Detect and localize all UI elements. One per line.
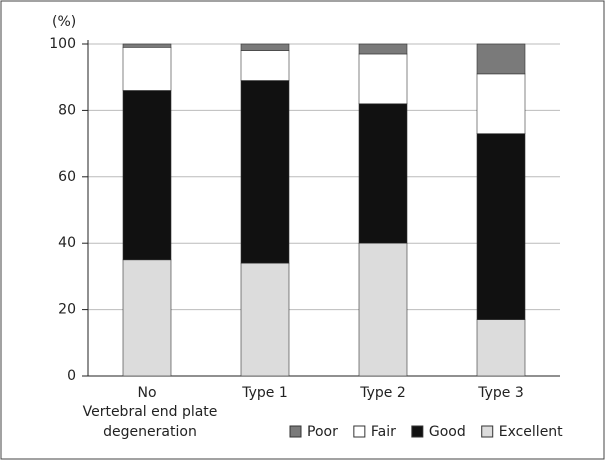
legend-swatch xyxy=(353,425,366,438)
bar-segment xyxy=(122,259,172,377)
y-tick-label: 20 xyxy=(58,302,76,318)
x-tick-label: Type 2 xyxy=(359,385,406,401)
bar-segment xyxy=(122,90,172,261)
legend-label: Good xyxy=(429,424,466,440)
x-tick-label: No xyxy=(137,385,156,401)
bar-segment xyxy=(476,319,526,377)
bar-segment xyxy=(476,73,526,134)
bar-segment xyxy=(122,47,172,91)
legend-swatch xyxy=(481,425,494,438)
y-tick-label: 40 xyxy=(58,235,76,251)
y-tick-label: 0 xyxy=(67,368,76,384)
x-tick-label: Type 3 xyxy=(477,385,524,401)
legend-label: Excellent xyxy=(499,424,563,440)
bar-segment xyxy=(358,103,408,244)
x-tick-label: Type 1 xyxy=(241,385,288,401)
bar-segment xyxy=(476,43,526,75)
bar-segment xyxy=(240,43,290,51)
bar-segment xyxy=(358,242,408,377)
legend-swatch xyxy=(411,425,424,438)
bar-segment xyxy=(240,50,290,81)
bar-segment xyxy=(240,262,290,377)
y-tick-label: 80 xyxy=(58,102,76,118)
y-tick-label: 60 xyxy=(58,169,76,185)
bar-segment xyxy=(358,53,408,105)
y-axis-label: (%) xyxy=(52,14,76,30)
x-axis-label: Vertebral end plate degeneration xyxy=(82,404,218,440)
bar-segment xyxy=(358,43,408,55)
legend-swatch xyxy=(289,425,302,438)
bar-segment xyxy=(476,133,526,320)
legend-label: Poor xyxy=(307,424,338,440)
bar-segment xyxy=(122,43,172,48)
legend-label: Fair xyxy=(371,424,396,440)
y-tick-label: 100 xyxy=(49,36,76,52)
bar-segment xyxy=(240,80,290,264)
